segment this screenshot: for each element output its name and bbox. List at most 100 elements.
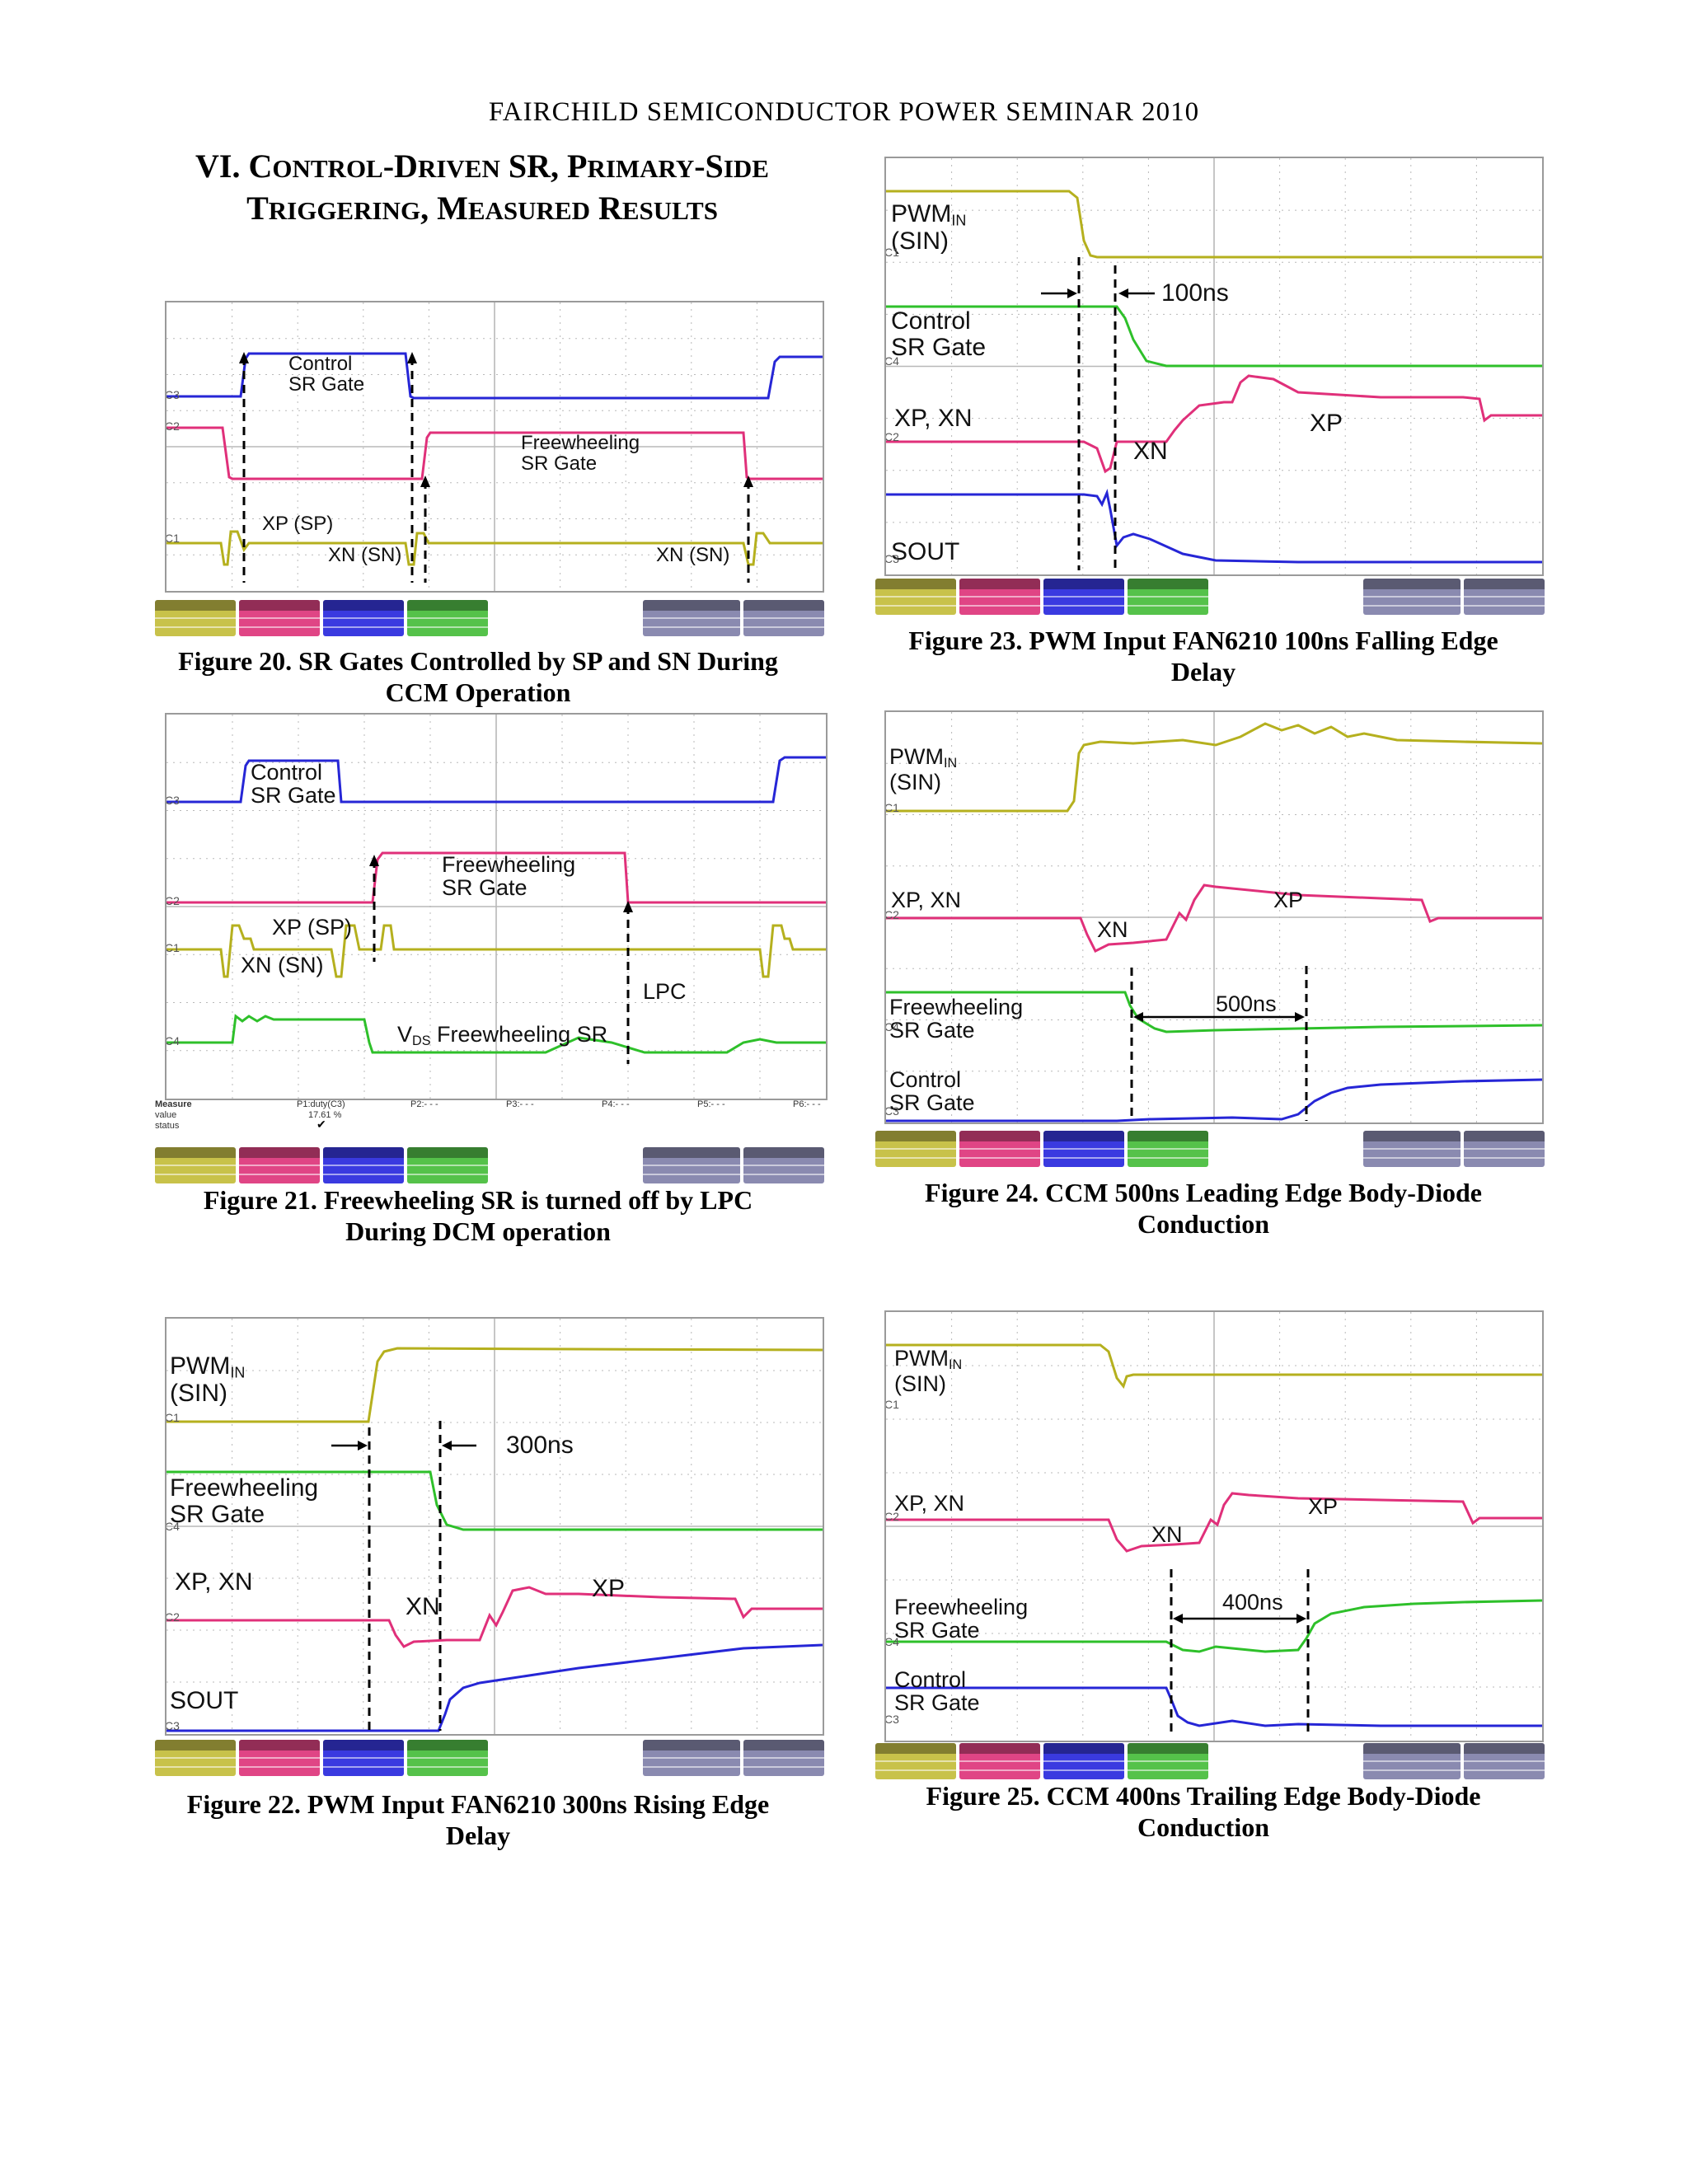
fig24-ch-tag-2: C2	[884, 908, 899, 921]
fig23-chip-trigger	[1464, 579, 1545, 615]
fig20-chip-c1	[155, 600, 236, 636]
fig25-caption-line1: Figure 25. CCM 400ns Trailing Edge Body-…	[926, 1781, 1481, 1811]
fig20-arrowheads	[239, 352, 753, 487]
fig20-label-xp: XP (SP)	[262, 513, 334, 535]
fig24-chip-trigger	[1464, 1131, 1545, 1167]
fig22-label-sin: (SIN)	[170, 1380, 227, 1408]
title-segment: -S	[694, 148, 724, 185]
figure-23-traces	[886, 158, 1542, 574]
fig20-label-control-line2: SR Gate	[288, 373, 365, 396]
fig21-label-vds-sub: DS	[412, 1033, 431, 1049]
fig22-ch-tag-4: C3	[165, 1719, 180, 1732]
fig23-label-sout: SOUT	[891, 538, 960, 565]
fig20-label-freewheeling: Freewheeling SR Gate	[521, 432, 640, 475]
fig21-label-freewheeling: Freewheeling SR Gate	[442, 853, 575, 900]
fig23-ch3-sout-trace	[886, 488, 1542, 564]
fig24-ch1-pwm-in-trace	[886, 722, 1542, 813]
fig24-ch-tag-1: C1	[884, 801, 899, 814]
fig24-ch-tag-3: C4	[884, 1020, 899, 1033]
fig21-label-vds-v: V	[397, 1022, 413, 1047]
fig22-caption-line2: Delay	[445, 1821, 511, 1850]
fig24-label-xn: XN	[1097, 917, 1128, 942]
fig21-ch-tag-3: C1	[165, 941, 180, 954]
fig20-chip-trigger	[743, 600, 824, 636]
fig24-label-pwm-text: PWM	[889, 744, 944, 769]
fig20-chip-c3	[323, 600, 404, 636]
fig23-chip-c1	[875, 579, 956, 615]
fig22-label-fw-line1: Freewheeling	[170, 1474, 319, 1502]
fig21-caption-line2: During DCM operation	[345, 1216, 611, 1246]
fig25-ch-tag-2: C2	[884, 1510, 899, 1523]
title-segment: RIVEN	[417, 154, 500, 183]
fig22-chip-timebase	[643, 1740, 740, 1776]
fig23-timing-markers	[1077, 257, 1117, 570]
fig22-ch-tag-1: C1	[165, 1411, 180, 1424]
fig21-label-vds-rest: Freewheeling SR	[430, 1022, 608, 1047]
title-segment: ONTROL	[272, 154, 383, 183]
fig24-status-bar	[875, 1131, 1545, 1167]
fig21-status-bar	[155, 1147, 824, 1183]
fig23-ch2-xp-xn-trace	[886, 374, 1542, 474]
fig22-timing-markers	[368, 1421, 442, 1731]
fig24-label-pwm-line1: PWMIN	[889, 745, 957, 771]
fig21-label-xp: XP (SP)	[272, 915, 353, 940]
fig21-measure-value-label: value	[155, 1110, 177, 1120]
title-segment: EASURED	[467, 196, 590, 225]
fig22-label-pwm-text: PWM	[170, 1352, 231, 1380]
fig25-chip-trigger	[1464, 1743, 1545, 1779]
fig23-chip-c2	[959, 579, 1040, 615]
fig22-chip-c1	[155, 1740, 236, 1776]
fig22-label-pwm-line1: PWMIN	[170, 1353, 245, 1380]
fig22-ch1-pwm-in-trace	[166, 1347, 823, 1423]
fig23-label-control: Control SR Gate	[891, 308, 986, 360]
figure-20-caption: Figure 20. SR Gates Controlled by SP and…	[107, 645, 849, 708]
fig24-label-sin: (SIN)	[889, 770, 941, 795]
fig21-label-xn: XN (SN)	[241, 953, 324, 977]
fig23-ch4-control-sr-gate-trace	[886, 305, 1542, 368]
fig25-ch1-pwm-in-trace	[886, 1343, 1542, 1390]
fig20-ch-tag-1: C3	[165, 388, 180, 401]
fig21-chip-timebase	[643, 1147, 740, 1183]
fig22-chip-c4	[407, 1740, 488, 1776]
section-numeral: VI.	[195, 148, 241, 185]
fig22-label-xpxn: XP, XN	[175, 1568, 253, 1596]
fig25-chip-c2	[959, 1743, 1040, 1779]
fig21-measure-p2: P2:- - -	[410, 1099, 438, 1109]
fig24-label-delay: 500ns	[1216, 991, 1277, 1016]
fig20-status-bar	[155, 600, 824, 636]
running-head: FAIRCHILD SEMICONDUCTOR POWER SEMINAR 20…	[488, 97, 1200, 127]
figure-21-caption: Figure 21. Freewheeling SR is turned off…	[107, 1184, 849, 1247]
fig25-label-freewheeling: Freewheeling SR Gate	[894, 1596, 1028, 1643]
fig21-label-control: Control SR Gate	[251, 761, 336, 808]
fig21-chip-c1	[155, 1147, 236, 1183]
fig20-arrowhead-1	[239, 352, 249, 363]
title-segment: SR, P	[499, 148, 588, 185]
figure-22-grid	[166, 1319, 823, 1734]
fig24-caption-line2: Conduction	[1137, 1209, 1270, 1239]
check-icon: ✔	[316, 1118, 326, 1131]
title-segment: R	[589, 190, 622, 227]
fig20-arrowhead-3	[420, 476, 430, 487]
section-title-1: CONTROL-DRIVEN SR, PRIMARY-SIDE	[248, 148, 768, 185]
fig20-label-control-line1: Control	[288, 353, 353, 375]
fig23-label-xpxn: XP, XN	[894, 405, 973, 432]
fig20-ch-tag-2: C2	[165, 419, 180, 433]
fig22-label-sout: SOUT	[170, 1687, 239, 1714]
fig22-status-bar	[155, 1740, 824, 1776]
section-title-line-1: VI. CONTROL-DRIVEN SR, PRIMARY-SIDE	[99, 147, 865, 189]
figure-22-traces	[166, 1319, 823, 1734]
figure-21-traces	[166, 715, 826, 1099]
fig24-chip-c3	[1043, 1131, 1124, 1167]
figure-25-caption: Figure 25. CCM 400ns Trailing Edge Body-…	[832, 1780, 1574, 1843]
fig25-ch3-control-sr-gate-trace	[886, 1686, 1542, 1727]
fig22-caption-line1: Figure 22. PWM Input FAN6210 300ns Risin…	[186, 1789, 770, 1819]
fig21-label-lpc: LPC	[643, 979, 687, 1004]
fig23-label-pwm: PWMIN (SIN)	[891, 201, 966, 255]
fig21-measure-p1: P1:duty(C3)	[297, 1099, 345, 1109]
fig20-ch2-freewheeling-sr-gate-trace	[166, 426, 823, 480]
fig24-label-control-line2: SR Gate	[889, 1090, 975, 1116]
fig21-measure-p3: P3:- - -	[506, 1099, 534, 1109]
fig25-label-pwm-text: PWM	[894, 1346, 949, 1371]
fig20-label-fw-line1: Freewheeling	[521, 432, 640, 454]
fig25-label-control-line1: Control	[894, 1667, 967, 1692]
